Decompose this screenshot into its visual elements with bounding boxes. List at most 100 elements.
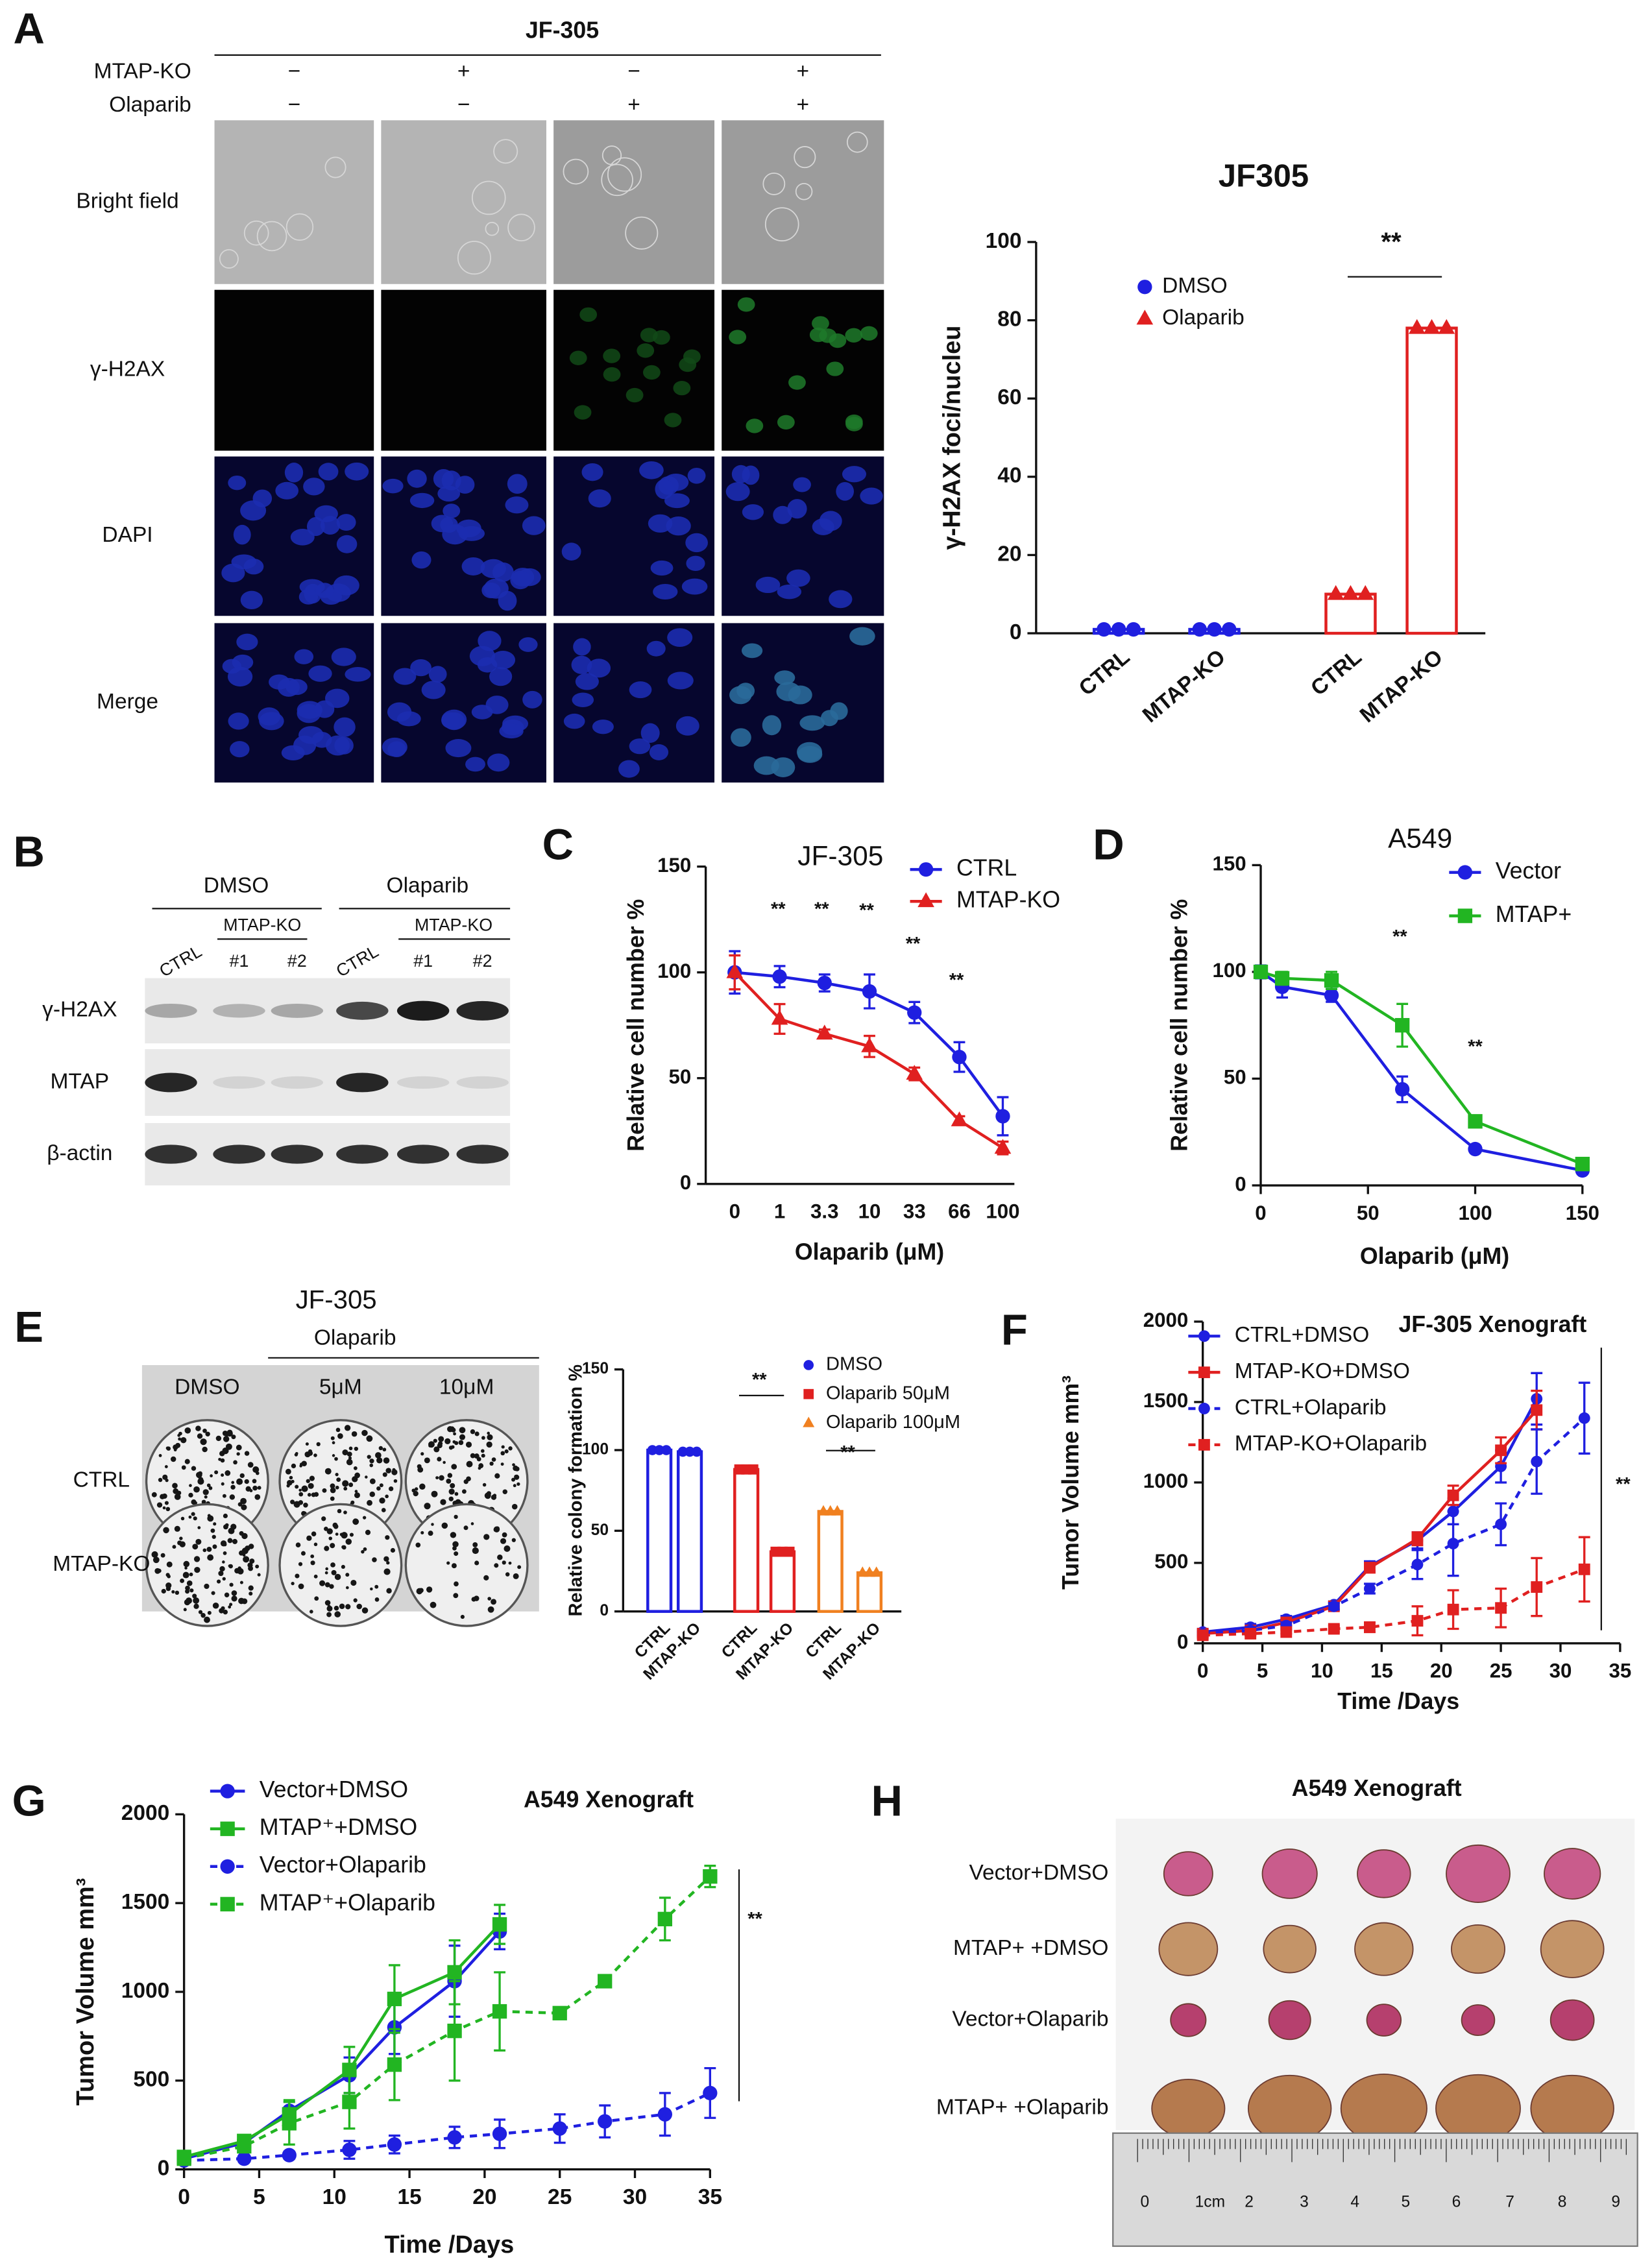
band (271, 1076, 324, 1089)
colony (330, 1487, 336, 1494)
colony (470, 1429, 476, 1435)
colony (206, 1546, 212, 1552)
nucleus (588, 489, 611, 508)
x-tick-label: 66 (948, 1200, 971, 1223)
nucleus (243, 558, 264, 575)
colony (229, 1582, 234, 1587)
line (1202, 1568, 1585, 1637)
colony (478, 1466, 481, 1470)
colony (225, 1443, 232, 1450)
nucleus (777, 584, 802, 600)
colony (335, 1532, 339, 1536)
colony (207, 1483, 210, 1487)
colony (341, 1564, 345, 1569)
colony (378, 1446, 383, 1451)
colony (345, 1604, 351, 1610)
bar (1324, 592, 1377, 635)
marker (1408, 319, 1426, 334)
nucleus (334, 717, 356, 737)
nucleus (315, 700, 335, 718)
colony (191, 1499, 197, 1505)
tumor (1530, 2074, 1614, 2142)
colony (195, 1538, 202, 1545)
cell-outline (324, 156, 346, 178)
colony (508, 1446, 513, 1451)
ruler-label: 2 (1245, 2193, 1254, 2210)
legend-label: Vector (1496, 858, 1561, 884)
colony (219, 1608, 223, 1612)
foci-nucleus (860, 326, 878, 341)
colony (192, 1593, 197, 1599)
ruler-label: 1cm (1195, 2193, 1225, 2210)
colony (334, 1457, 338, 1461)
bar (1405, 326, 1458, 635)
colony (383, 1457, 390, 1464)
colony (232, 1540, 236, 1543)
foci-nucleus (603, 348, 621, 363)
colony (500, 1538, 507, 1544)
cell-outline (563, 158, 589, 185)
chart-title: A549 Xenograft (524, 1787, 694, 1813)
colony (365, 1529, 371, 1535)
colony (354, 1490, 358, 1493)
colony (310, 1610, 313, 1614)
marker (771, 1010, 788, 1025)
colony (386, 1588, 392, 1594)
marker (994, 1139, 1012, 1154)
colony (228, 1527, 235, 1534)
colony (191, 1512, 195, 1516)
band (213, 1076, 265, 1089)
tumor (1544, 1848, 1601, 1900)
marker (1394, 1082, 1410, 1097)
colony (193, 1603, 199, 1609)
marker (492, 2126, 507, 2142)
colony (200, 1438, 207, 1446)
colony (454, 1492, 459, 1496)
marker (1394, 1018, 1410, 1033)
chart-title: JF-305 Xenograft (1398, 1311, 1586, 1337)
colony (207, 1610, 212, 1615)
y-tick-label: 1500 (1143, 1389, 1189, 1412)
colony (324, 1468, 332, 1475)
legend-label: Olaparib 50μM (826, 1383, 950, 1403)
bar (817, 1510, 844, 1613)
nucleus (731, 728, 751, 747)
tumor (1263, 1924, 1317, 1974)
x-tick-label: 150 (1566, 1202, 1599, 1224)
band (336, 1001, 389, 1020)
line (1202, 1417, 1586, 1636)
marker (1438, 319, 1455, 334)
nucleus (443, 503, 461, 518)
nucleus (618, 760, 640, 778)
colony (334, 1611, 341, 1617)
y-tick-label: 2000 (121, 1801, 170, 1825)
colony (202, 1489, 209, 1496)
blot (145, 978, 511, 1044)
colony (483, 1575, 489, 1581)
marker (1196, 1629, 1209, 1641)
colony (345, 1586, 349, 1590)
marker (447, 2130, 462, 2145)
colony (195, 1425, 201, 1431)
bar (646, 1448, 673, 1613)
nucleus (773, 505, 792, 524)
nucleus (649, 744, 669, 760)
colony (370, 1587, 373, 1591)
colony (342, 1449, 348, 1456)
marker (1324, 987, 1339, 1003)
colony (210, 1528, 215, 1533)
colony (189, 1572, 193, 1577)
nucleus (575, 673, 599, 690)
colony (201, 1499, 206, 1505)
nucleus (297, 703, 321, 723)
colony (174, 1494, 181, 1500)
colony (383, 1568, 391, 1575)
marker (1280, 1626, 1293, 1638)
colony (424, 1457, 430, 1464)
colony (494, 1563, 499, 1568)
cell-outline (219, 248, 239, 269)
colony (335, 1473, 339, 1477)
band (336, 1145, 389, 1164)
colony (301, 1485, 308, 1492)
nucleus (284, 463, 304, 483)
